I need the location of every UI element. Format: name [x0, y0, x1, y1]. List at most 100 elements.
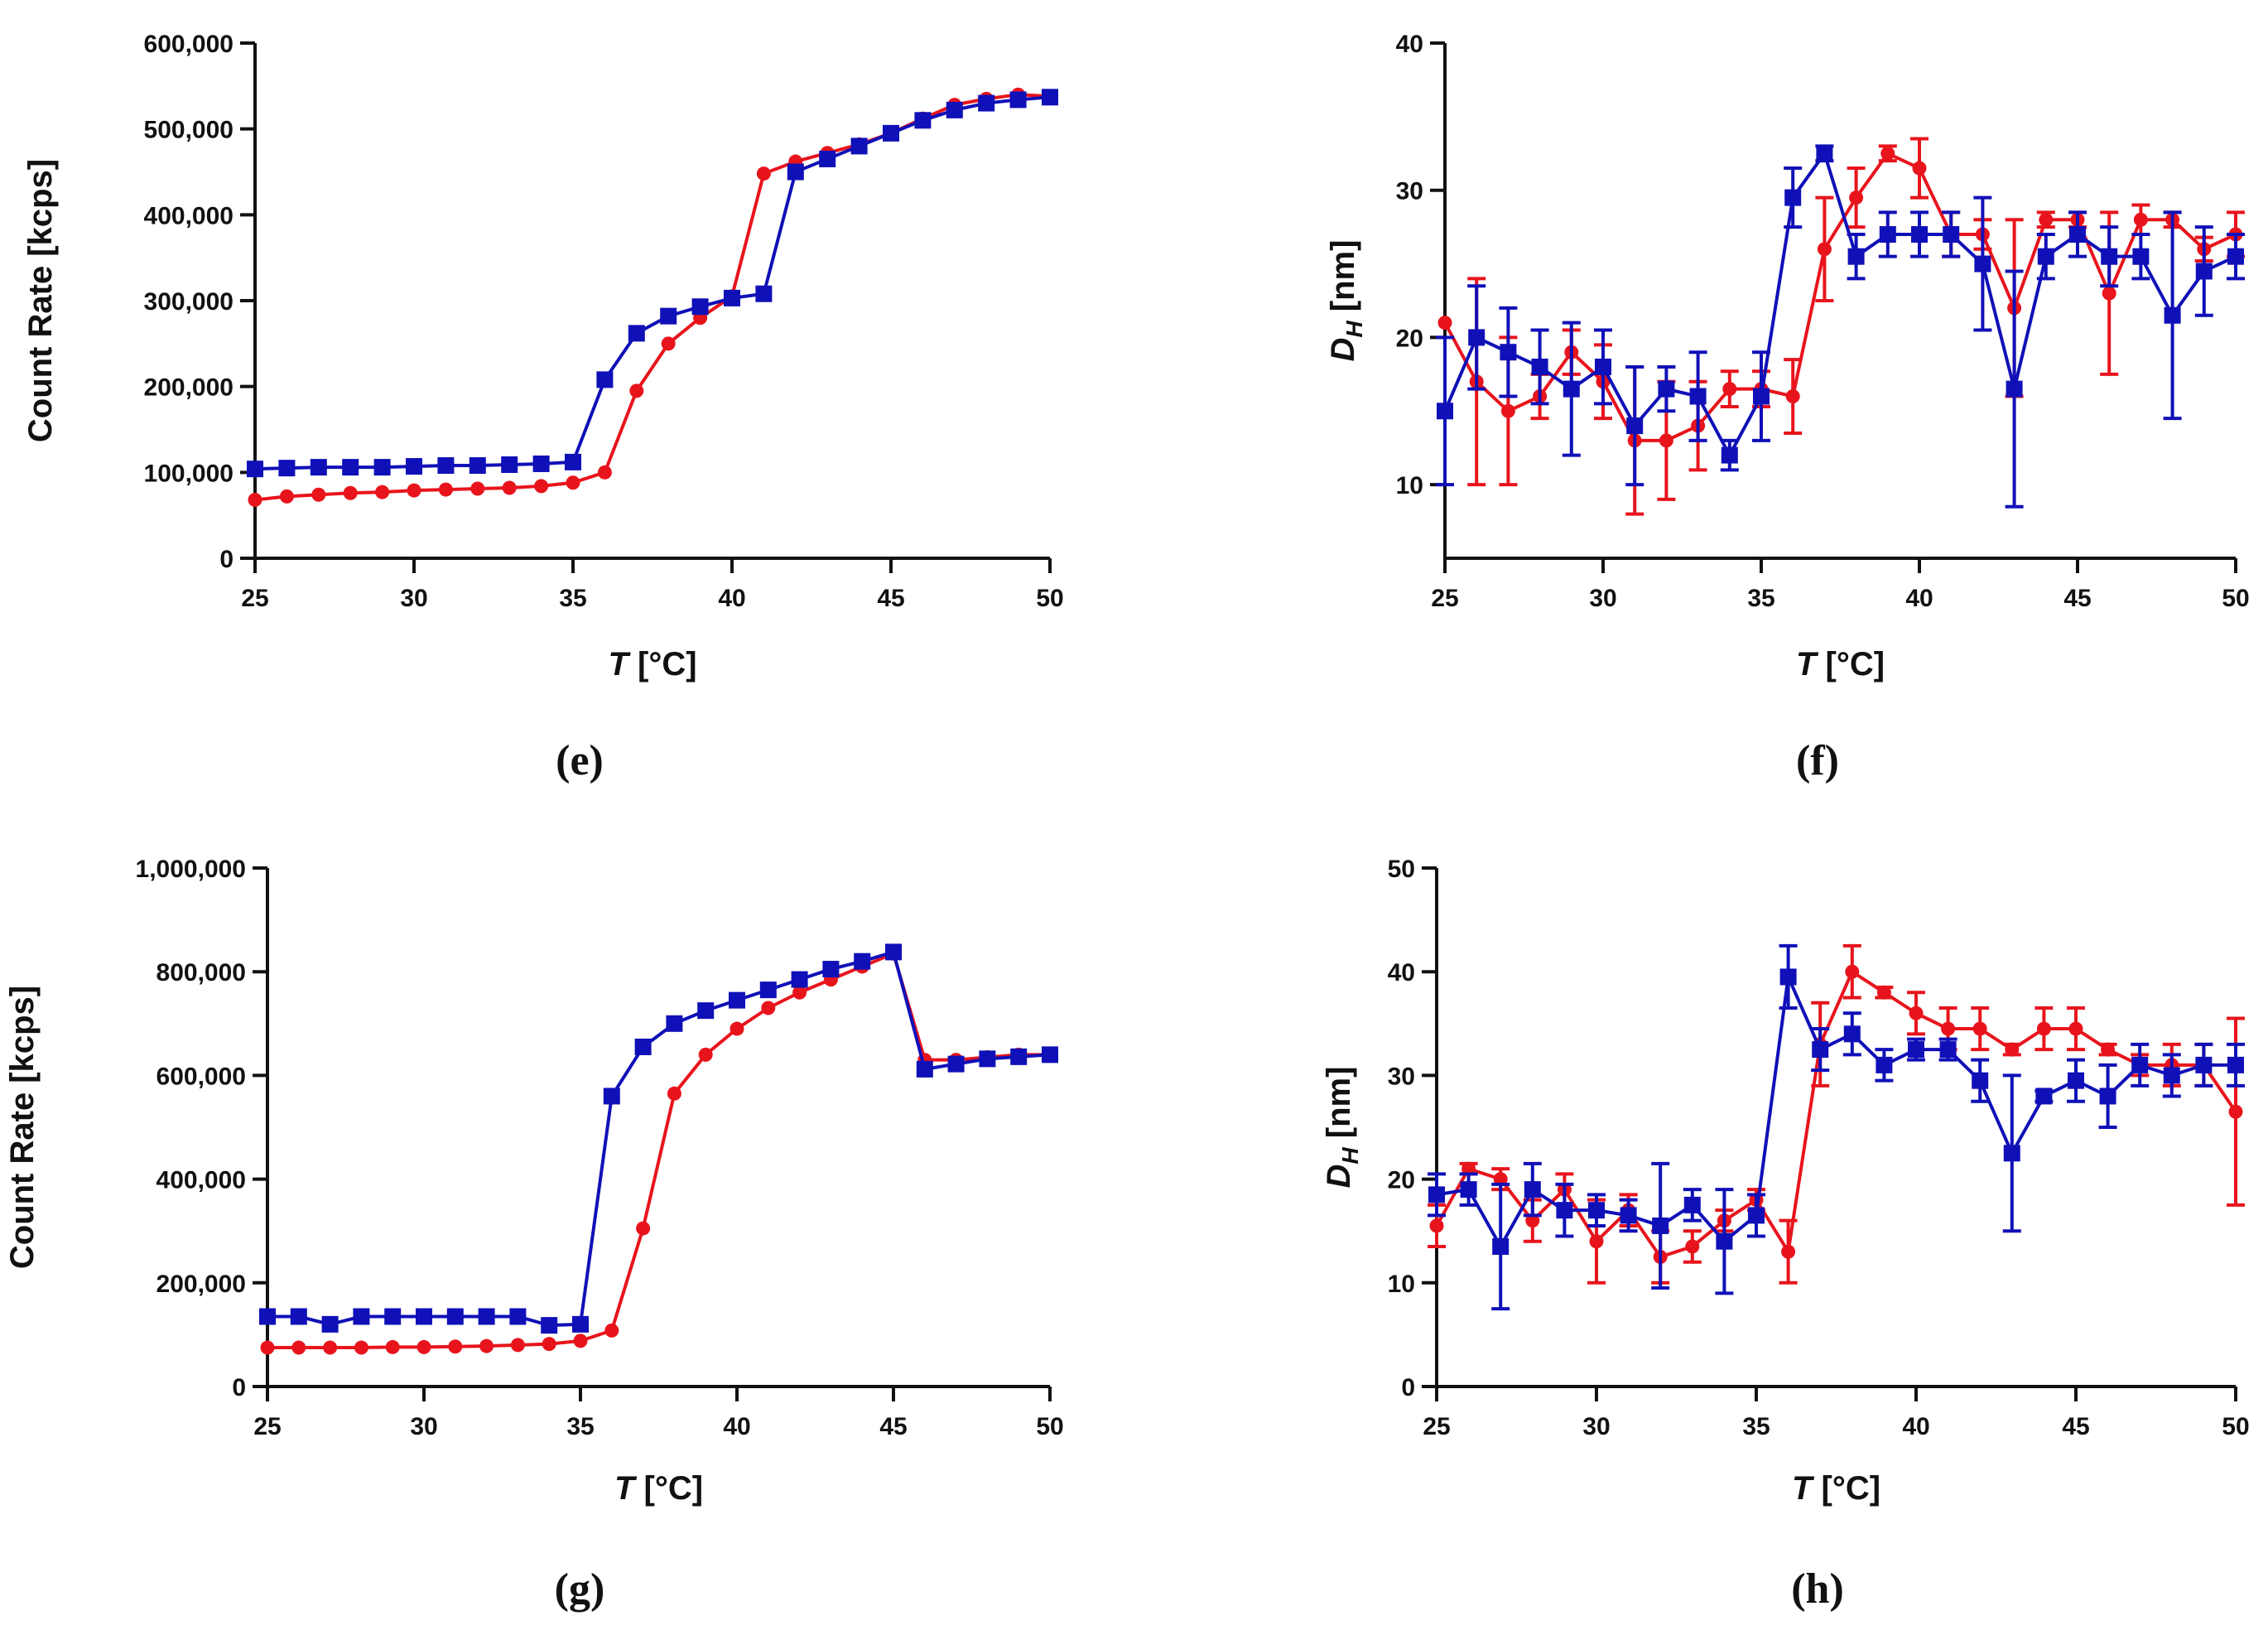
data-point: [2068, 1072, 2084, 1089]
x-tick-label: 35: [566, 1413, 594, 1440]
x-tick-label: 45: [879, 1413, 907, 1440]
data-point: [260, 1340, 275, 1355]
data-point: [2003, 1145, 2020, 1162]
y-tick-label: 10: [1396, 472, 1423, 499]
data-point: [291, 1340, 306, 1355]
data-point: [407, 483, 421, 498]
data-point: [1620, 1207, 1637, 1224]
data-point: [278, 460, 296, 477]
data-point: [2195, 263, 2213, 280]
series-red: [248, 87, 1057, 508]
y-tick-label: 800,000: [156, 959, 246, 986]
panel-label: (g): [555, 1565, 605, 1613]
series-blue: [1428, 943, 2245, 1311]
data-point: [1722, 382, 1737, 397]
x-axis-label: T [°C]: [1796, 646, 1885, 682]
y-axis-label: DH [nm]: [1325, 240, 1367, 362]
data-point: [1812, 1041, 1829, 1059]
data-point: [724, 289, 740, 306]
x-tick-label: 25: [253, 1413, 281, 1440]
data-point: [502, 480, 517, 495]
data-point: [1428, 1186, 1445, 1203]
data-point: [946, 101, 963, 118]
y-tick-label: 1,000,000: [136, 856, 246, 883]
data-point: [759, 981, 777, 999]
data-point: [416, 1308, 432, 1325]
y-tick-label: 30: [1396, 178, 1423, 205]
data-point: [756, 166, 771, 181]
x-tick-label: 30: [1589, 585, 1616, 612]
x-tick-label: 40: [718, 585, 745, 612]
data-point: [1042, 1046, 1058, 1063]
series-red: [260, 946, 1057, 1355]
data-point: [1437, 316, 1452, 330]
series-blue: [259, 943, 1058, 1334]
y-tick-label: 10: [1388, 1271, 1415, 1298]
y-tick-label: 400,000: [144, 202, 234, 229]
x-tick-label: 45: [2062, 1413, 2089, 1440]
y-tick-label: 500,000: [144, 117, 234, 144]
data-point: [850, 137, 868, 155]
data-point: [1849, 191, 1864, 205]
data-point: [1816, 145, 1833, 162]
data-point: [1939, 1041, 1957, 1059]
data-point: [573, 1334, 588, 1348]
data-point: [534, 479, 549, 494]
data-point: [629, 383, 644, 398]
data-point: [1563, 380, 1580, 398]
y-tick-label: 40: [1388, 959, 1415, 986]
y-tick-label: 30: [1388, 1063, 1415, 1090]
data-point: [1595, 358, 1611, 375]
data-point: [1785, 389, 1800, 404]
data-point: [978, 94, 995, 112]
data-point: [604, 1323, 619, 1338]
x-tick-label: 35: [1742, 1413, 1770, 1440]
data-point: [1437, 403, 1453, 420]
data-point: [1556, 1202, 1573, 1219]
data-point: [1010, 1048, 1028, 1065]
data-point: [854, 953, 871, 970]
data-point: [470, 481, 485, 496]
data-point: [572, 1315, 589, 1333]
series-line: [267, 950, 1051, 1328]
data-point: [2101, 1042, 2116, 1057]
x-tick-label: 30: [1582, 1413, 1610, 1440]
x-tick-label: 25: [1423, 1413, 1450, 1440]
data-point: [729, 991, 745, 1009]
data-point: [406, 458, 422, 475]
x-tick-label: 40: [1902, 1413, 1929, 1440]
data-point: [501, 456, 518, 474]
data-point: [1911, 226, 1928, 244]
y-tick-label: 300,000: [144, 288, 234, 316]
data-point: [1683, 1196, 1701, 1213]
series-blue: [1436, 144, 2245, 509]
data-point: [667, 1086, 681, 1101]
data-point: [979, 1050, 996, 1068]
data-point: [1531, 358, 1548, 375]
data-point: [1784, 189, 1802, 206]
data-point: [469, 457, 486, 475]
data-point: [1492, 1237, 1510, 1255]
x-tick-label: 25: [1431, 585, 1458, 612]
data-point: [248, 493, 262, 508]
data-point: [384, 1308, 402, 1325]
data-point: [1876, 985, 1891, 1000]
data-point: [1908, 1041, 1924, 1059]
data-point: [509, 1308, 527, 1325]
data-point: [1588, 1202, 1605, 1219]
data-point: [321, 1315, 339, 1333]
data-point: [885, 943, 902, 961]
data-point: [1658, 380, 1675, 398]
y-tick-label: 40: [1396, 31, 1423, 58]
data-point: [2099, 1088, 2116, 1105]
panel-label: (h): [1791, 1565, 1844, 1613]
data-point: [603, 1088, 620, 1105]
data-point: [628, 325, 645, 342]
data-point: [311, 487, 326, 502]
y-axis-label: Count Rate [kcps]: [22, 159, 59, 442]
y-tick-label: 600,000: [156, 1063, 246, 1090]
chart-f: 10 20 30 40 25 30 35 40 45 50 T [°C] DH [nm] (f): [1325, 31, 2250, 784]
data-point: [1845, 964, 1860, 979]
series-line: [267, 952, 1050, 1350]
data-point: [448, 1339, 463, 1354]
